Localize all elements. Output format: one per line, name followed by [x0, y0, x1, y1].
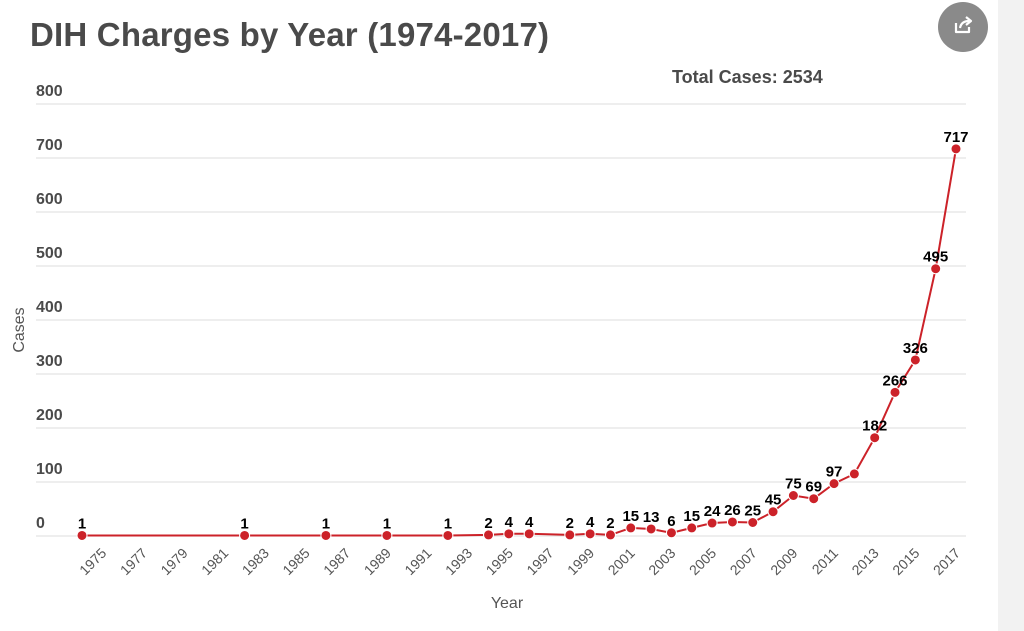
y-tick-label: 200: [36, 407, 63, 424]
data-point[interactable]: [442, 529, 454, 541]
x-tick-label: 1977: [117, 545, 150, 578]
data-label: 13: [643, 509, 660, 526]
x-axis-title: Year: [491, 595, 524, 612]
data-point[interactable]: [848, 468, 860, 480]
chart-title: DIH Charges by Year (1974-2017): [30, 16, 550, 53]
data-point[interactable]: [604, 529, 616, 541]
data-point[interactable]: [726, 516, 738, 528]
data-point[interactable]: [889, 386, 901, 398]
data-point[interactable]: [909, 354, 921, 366]
data-point[interactable]: [645, 523, 657, 535]
data-point[interactable]: [239, 529, 251, 541]
data-label: 24: [704, 503, 721, 520]
data-label: 266: [883, 372, 908, 389]
data-label: 2: [606, 515, 614, 532]
data-point[interactable]: [706, 517, 718, 529]
data-label: 15: [683, 508, 700, 525]
x-tick-label: 1981: [198, 545, 231, 578]
data-label: 69: [805, 479, 822, 496]
data-label: 4: [586, 514, 595, 531]
y-tick-label: 300: [36, 353, 63, 370]
x-tick-label: 2017: [930, 545, 963, 578]
x-tick-label: 1991: [401, 545, 434, 578]
x-tick-label: 2015: [889, 545, 922, 578]
data-point[interactable]: [767, 506, 779, 518]
x-tick-label: 1995: [483, 545, 516, 578]
x-tick-label: 1993: [442, 545, 475, 578]
data-point[interactable]: [523, 528, 535, 540]
data-point[interactable]: [483, 529, 495, 541]
data-point[interactable]: [828, 478, 840, 490]
data-point[interactable]: [320, 529, 332, 541]
x-tick-label: 1975: [76, 545, 109, 578]
total-cases-annotation: Total Cases: 2534: [672, 67, 823, 87]
y-tick-label: 700: [36, 137, 63, 154]
data-label: 15: [622, 508, 639, 525]
y-axis-title: Cases: [11, 307, 28, 352]
x-tick-label: 1999: [564, 545, 597, 578]
y-tick-label: 100: [36, 461, 63, 478]
data-label: 26: [724, 502, 741, 519]
data-point[interactable]: [950, 143, 962, 155]
x-tick-label: 1989: [361, 545, 394, 578]
data-label: 495: [923, 249, 948, 266]
page-scroll-strip: [998, 0, 1024, 631]
data-point[interactable]: [808, 493, 820, 505]
data-label: 4: [525, 514, 534, 531]
data-point[interactable]: [503, 528, 515, 540]
y-tick-label: 800: [36, 83, 63, 100]
x-tick-label: 2003: [645, 545, 678, 578]
x-tick-label: 2007: [727, 545, 760, 578]
data-point[interactable]: [665, 527, 677, 539]
data-label: 1: [240, 515, 248, 532]
x-tick-label: 1997: [523, 545, 556, 578]
data-label: 75: [785, 476, 802, 493]
data-point[interactable]: [625, 522, 637, 534]
data-label: 326: [903, 340, 928, 357]
share-icon: [952, 14, 974, 41]
data-point[interactable]: [787, 490, 799, 501]
data-label: 6: [667, 513, 675, 530]
data-point[interactable]: [381, 529, 393, 541]
series-line: [82, 148, 957, 537]
share-button[interactable]: [938, 2, 988, 52]
data-point[interactable]: [930, 263, 942, 275]
data-label: 45: [765, 492, 782, 509]
x-tick-label: 2009: [767, 545, 800, 578]
y-tick-label: 600: [36, 191, 63, 208]
x-tick-label: 2013: [848, 545, 881, 578]
x-tick-label: 2005: [686, 545, 719, 578]
data-label: 2: [566, 515, 574, 532]
y-tick-label: 500: [36, 245, 63, 262]
data-label: 1: [444, 515, 452, 532]
data-label: 1: [78, 515, 86, 532]
x-tick-label: 2011: [809, 545, 842, 578]
y-tick-label: 400: [36, 299, 63, 316]
x-tick-label: 1987: [320, 545, 353, 578]
data-label: 97: [826, 464, 843, 481]
data-point[interactable]: [76, 529, 88, 541]
x-tick-label: 2001: [605, 545, 638, 578]
x-tick-label: 1985: [279, 545, 312, 578]
data-label: 182: [862, 418, 887, 435]
x-tick-label: 1979: [157, 545, 190, 578]
data-label: 1: [383, 515, 391, 532]
data-point[interactable]: [686, 522, 698, 534]
data-point[interactable]: [564, 529, 576, 541]
data-label: 25: [744, 503, 761, 520]
data-label: 1: [322, 515, 330, 532]
data-point[interactable]: [869, 432, 881, 444]
data-label: 2: [484, 515, 492, 532]
data-label: 717: [943, 129, 968, 146]
data-point[interactable]: [584, 528, 596, 540]
x-tick-label: 1983: [239, 545, 272, 578]
data-label: 4: [505, 514, 514, 531]
y-tick-label: 0: [36, 515, 45, 532]
data-point[interactable]: [747, 517, 759, 528]
